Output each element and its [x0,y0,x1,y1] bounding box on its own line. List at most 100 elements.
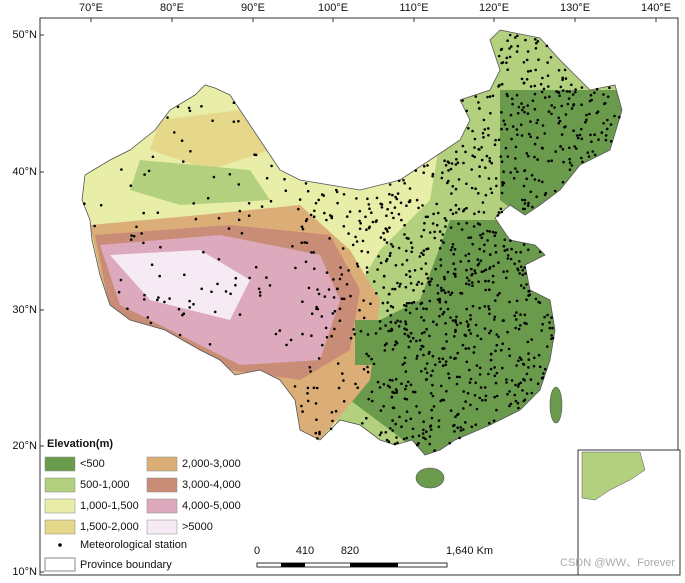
legend-label: 1,000-1,500 [80,500,139,512]
station [294,266,297,270]
station [536,118,540,122]
station [540,90,544,94]
station [464,254,468,257]
station [590,140,593,143]
station [481,131,485,135]
station [300,241,304,244]
station [491,230,495,234]
station [411,336,415,340]
station [494,231,498,234]
station [403,361,406,365]
station [386,230,389,233]
station [516,44,520,48]
station [224,290,228,293]
station [422,171,426,174]
station [465,282,468,286]
station [378,433,382,437]
lon-label: 70°E [79,2,103,14]
station [500,47,504,51]
station [433,449,436,452]
station [484,193,488,197]
station [547,85,550,88]
station [447,161,451,165]
station [533,155,536,159]
station [379,409,383,412]
station [367,226,371,230]
station [227,227,231,230]
station [488,312,491,316]
station [289,338,293,342]
station [318,432,321,436]
station [488,288,491,292]
station [444,322,447,325]
station [474,323,478,327]
station [448,376,451,380]
station [304,219,308,223]
station [380,206,384,209]
station [550,316,553,319]
station [303,241,306,244]
station [564,77,568,80]
station [156,298,159,302]
station [83,202,86,205]
station [391,306,395,309]
station [477,210,481,214]
station [546,74,550,77]
station [397,325,401,328]
station [126,307,129,311]
station [497,85,500,88]
station [386,309,389,313]
station [472,225,476,228]
station [464,150,467,154]
station [593,133,596,136]
station [424,437,427,441]
station [425,378,429,381]
station [405,302,409,305]
station [330,334,333,338]
station [519,123,523,126]
station [572,129,575,132]
station [442,288,445,292]
station [173,131,176,134]
station [269,199,273,203]
station [535,195,538,198]
station [389,314,393,317]
station [529,85,533,88]
station [314,201,318,205]
station [516,401,520,405]
station [554,150,557,153]
station [472,351,476,354]
station [551,326,554,330]
station [337,386,341,390]
station [142,211,145,215]
station [547,159,550,163]
station [364,215,367,219]
station [317,357,321,360]
station [557,122,560,125]
station [398,285,401,288]
station [465,320,469,323]
station [446,181,449,185]
station [283,177,286,181]
station [474,381,478,385]
station [420,332,424,335]
station [527,154,530,158]
station [478,175,481,178]
station [444,225,447,228]
station [516,111,520,115]
station [405,410,409,414]
station [491,94,495,98]
station [423,222,426,225]
station [247,214,251,217]
station [531,99,535,102]
station [573,145,576,148]
terrain-tianshan [150,110,270,170]
station [530,391,534,395]
station [386,384,390,388]
station [200,287,203,291]
station [375,292,378,295]
station [361,422,364,425]
station [395,436,398,439]
station [301,332,304,336]
station [408,269,411,273]
